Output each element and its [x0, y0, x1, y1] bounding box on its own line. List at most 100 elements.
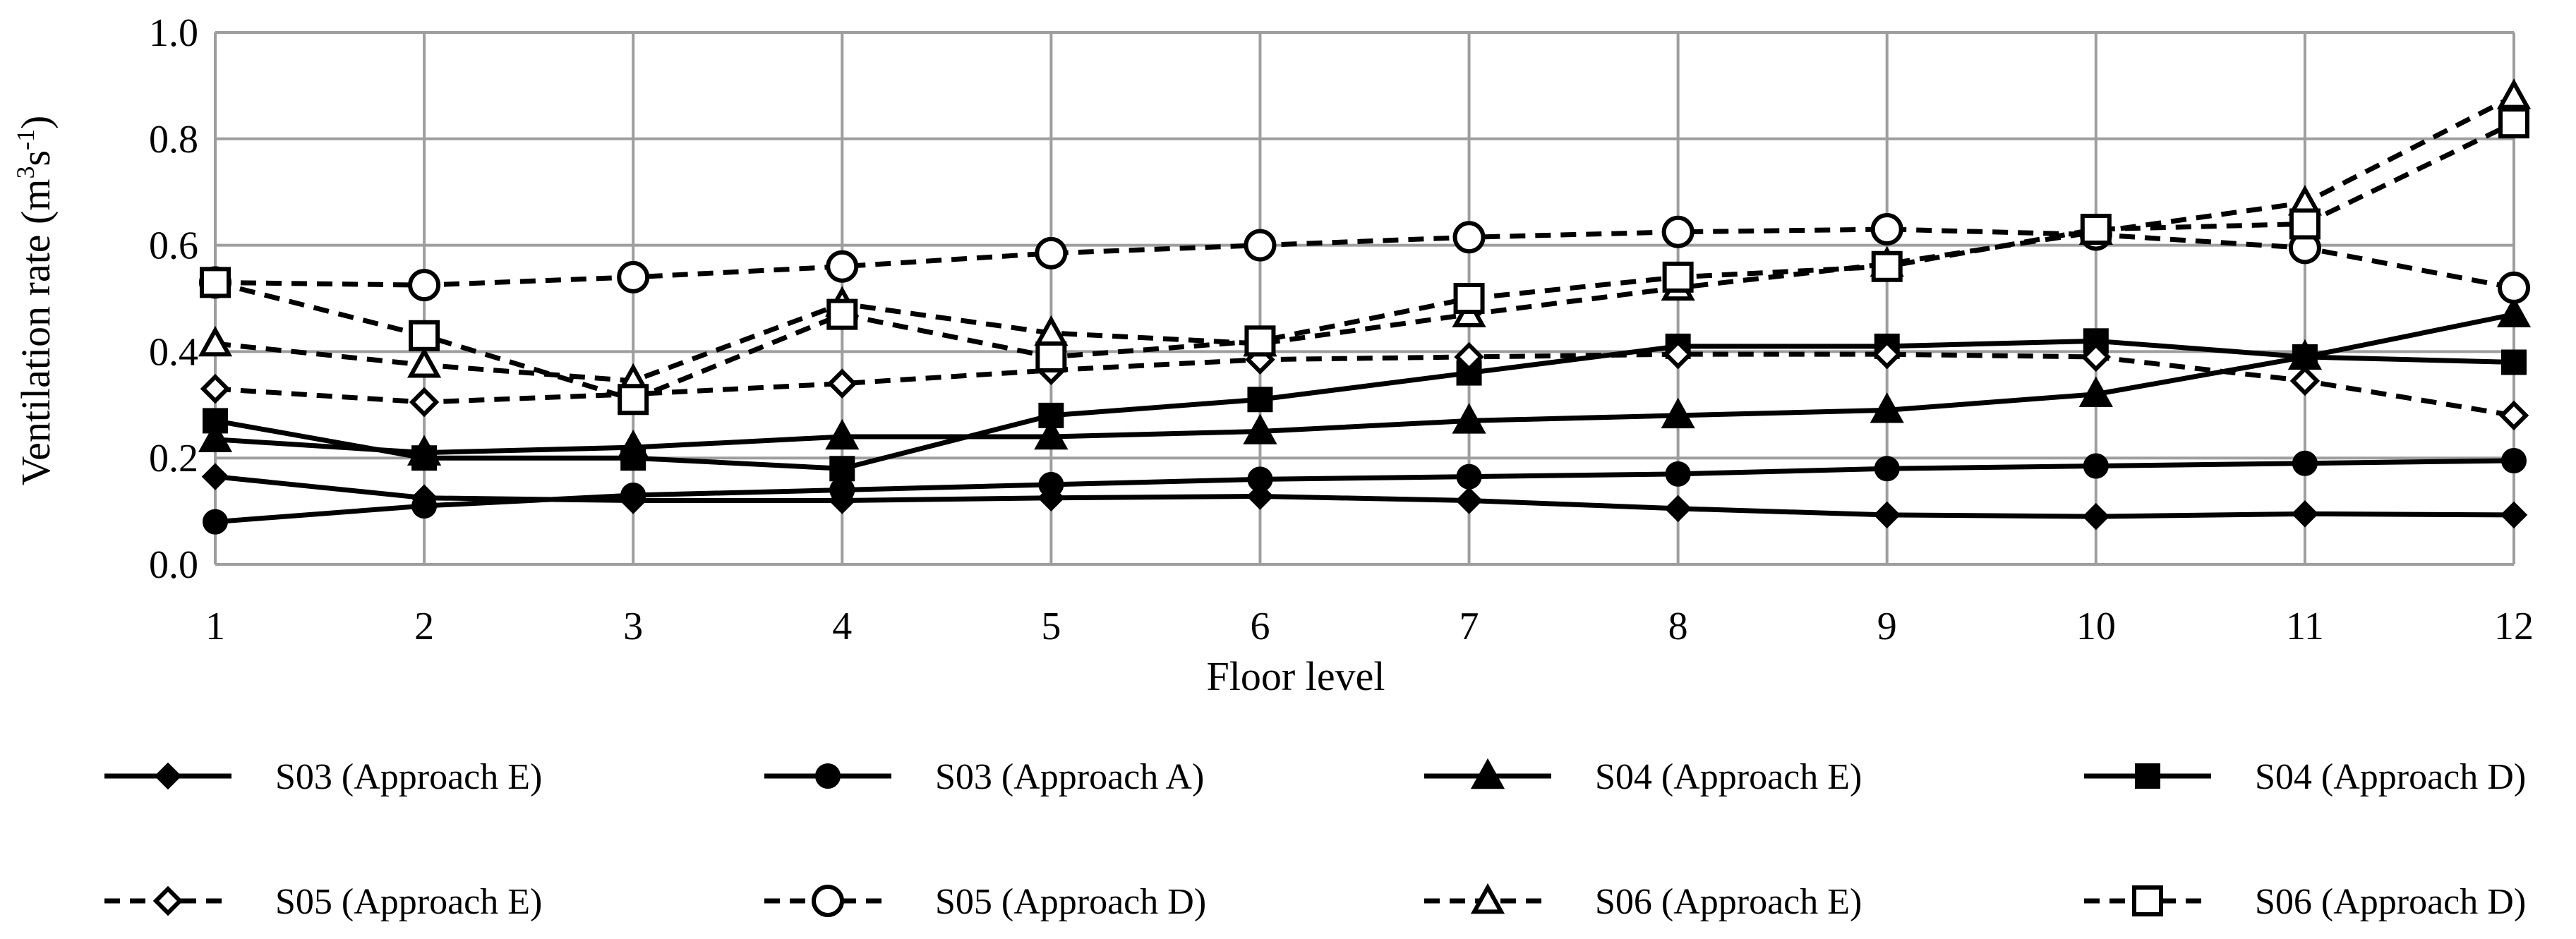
- y-tick-label: 0.8: [149, 118, 198, 162]
- series-s05-approach-d-point: [408, 269, 441, 302]
- x-tick-label: 4: [832, 605, 852, 648]
- series-s03-approach-a-point: [1456, 464, 1482, 490]
- series-s03-approach-e-point: [2082, 502, 2110, 531]
- legend-marker: [2132, 885, 2163, 916]
- series-s06-approach-d-point: [2498, 107, 2529, 139]
- series-s04-approach-d-line: [215, 338, 2515, 471]
- series-s03-approach-a-point: [2292, 450, 2318, 476]
- y-tick-label: 0.6: [149, 224, 198, 268]
- legend-item: S03 (Approach A): [764, 757, 1204, 797]
- series-s06-approach-e-point: [2496, 78, 2532, 109]
- legend-item: S03 (Approach E): [104, 757, 542, 797]
- series-s05-approach-e-point: [409, 387, 440, 418]
- legend-item: S04 (Approach E): [1424, 757, 1862, 797]
- series-s04-approach-e-point: [1034, 418, 1069, 450]
- x-axis-label: Floor level: [1207, 653, 1385, 699]
- series-s03-approach-e-point: [201, 463, 229, 490]
- x-tick-label: 11: [2286, 605, 2324, 648]
- y-tick-label: 1.0: [149, 11, 198, 55]
- series-s04-approach-e-line: [215, 312, 2515, 456]
- legend-label: S03 (Approach E): [275, 757, 542, 797]
- series-s04-approach-e-point: [2078, 376, 2113, 407]
- y-tick-label: 0.4: [149, 330, 198, 374]
- legend-item: S06 (Approach D): [2084, 882, 2526, 922]
- series-s06-approach-d-line: [215, 121, 2515, 402]
- series-s06-approach-d-point: [2289, 208, 2321, 240]
- series-s04-approach-e-point: [1661, 397, 1695, 429]
- series-s05-approach-e-point: [2289, 365, 2321, 396]
- legend-label: S06 (Approach D): [2255, 882, 2526, 922]
- series-s05-approach-d-point: [1661, 215, 1695, 248]
- y-tick-label: 0.0: [149, 543, 198, 587]
- series-s04-approach-d-point: [411, 445, 438, 471]
- x-tick-label: 9: [1877, 605, 1897, 648]
- series-s06-approach-d-point: [200, 267, 231, 298]
- series-s05-approach-e-line: [215, 351, 2515, 418]
- legend-item: S04 (Approach D): [2084, 757, 2526, 797]
- series-s03-approach-a-point: [411, 493, 438, 519]
- series-s05-approach-d-point: [826, 250, 859, 283]
- legend-marker: [152, 885, 183, 916]
- series-s03-approach-e-point: [1455, 487, 1483, 514]
- legend-label: S03 (Approach A): [935, 757, 1204, 797]
- series-s04-approach-d-point: [2292, 344, 2318, 370]
- legend-label: S05 (Approach E): [275, 882, 542, 922]
- series-s03-approach-e-point: [2291, 500, 2319, 528]
- legend: S03 (Approach E) S03 (Approach A) S04 (App…: [104, 757, 2526, 922]
- series-lines: [215, 94, 2515, 525]
- series-s04-approach-e-point: [825, 418, 860, 450]
- series-s03-approach-a-point: [829, 477, 855, 503]
- series-markers: [198, 78, 2532, 535]
- legend-marker: [1470, 883, 1505, 914]
- legend-item: S05 (Approach E): [104, 882, 542, 922]
- series-s06-approach-d-point: [1871, 250, 1903, 282]
- series-s03-approach-a-point: [1038, 471, 1064, 497]
- series-s06-approach-d-point: [618, 384, 649, 416]
- series-s06-approach-e-point: [198, 325, 233, 357]
- series-s03-approach-a-line: [215, 458, 2515, 525]
- series-s04-approach-e-point: [198, 421, 233, 453]
- legend-label: S05 (Approach D): [935, 882, 1206, 922]
- series-s05-approach-e-point: [2498, 400, 2529, 431]
- series-s05-approach-e-point: [200, 373, 231, 404]
- series-s05-approach-e-point: [2081, 341, 2112, 372]
- series-s04-approach-d-point: [2501, 349, 2527, 375]
- series-s06-approach-d-point: [1662, 261, 1694, 293]
- series-s04-approach-d-point: [829, 456, 855, 482]
- legend-label: S06 (Approach E): [1595, 882, 1862, 922]
- series-s06-approach-d-point: [826, 298, 858, 330]
- series-s05-approach-d-line: [215, 226, 2515, 291]
- series-s06-approach-d-point: [1453, 283, 1485, 314]
- series-s03-approach-e-point: [1873, 501, 1901, 529]
- series-s03-approach-a-point: [1874, 456, 1900, 482]
- series-s03-approach-e-point: [1664, 495, 1692, 523]
- series-s04-approach-d-point: [1038, 402, 1064, 428]
- series-s04-approach-e-point: [1870, 392, 1904, 423]
- series-s05-approach-d-point: [2498, 271, 2530, 304]
- series-s06-approach-d-point: [1035, 341, 1067, 372]
- series-s03-approach-e-point: [1246, 483, 1274, 510]
- series-s04-approach-e-point: [1452, 403, 1486, 434]
- series-s06-approach-d-point: [409, 320, 440, 351]
- grid: [214, 31, 2515, 566]
- x-tick-label: 6: [1250, 605, 1270, 648]
- series-s05-approach-e-point: [1663, 339, 1693, 370]
- y-tick-label: 0.2: [149, 437, 198, 480]
- series-s03-approach-e-point: [2500, 501, 2528, 529]
- legend-marker: [2135, 763, 2160, 789]
- legend-marker: [812, 885, 844, 917]
- series-s05-approach-d-point: [617, 260, 650, 293]
- series-s04-approach-e-point: [1243, 413, 1277, 444]
- x-tick-label: 12: [2494, 605, 2534, 648]
- series-s05-approach-e-point: [1454, 341, 1484, 372]
- series-s04-approach-d-point: [203, 408, 228, 434]
- x-tick-label: 1: [205, 605, 225, 648]
- series-s03-approach-a-point: [2501, 447, 2527, 473]
- series-s04-approach-d-point: [620, 445, 646, 471]
- series-s06-approach-d-point: [2080, 213, 2112, 245]
- series-s05-approach-d-point: [1035, 236, 1068, 269]
- series-s05-approach-d-point: [1244, 229, 1277, 262]
- x-tick-label: 3: [623, 605, 643, 648]
- series-s03-approach-a-point: [1247, 466, 1273, 492]
